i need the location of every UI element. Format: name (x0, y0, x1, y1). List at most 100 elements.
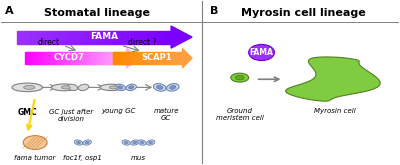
Bar (167, 52, 168, 64)
Polygon shape (126, 49, 140, 68)
Bar (86, 52, 87, 64)
Bar (80, 52, 82, 64)
Bar (158, 52, 159, 64)
Bar (154, 52, 155, 64)
Bar (24, 31, 25, 44)
Bar (132, 52, 133, 64)
Bar (133, 52, 134, 64)
Bar (56, 31, 58, 44)
Bar (95, 31, 96, 44)
Bar (166, 31, 168, 44)
Bar (178, 52, 179, 64)
Bar (68, 52, 69, 64)
Bar (164, 52, 165, 64)
Ellipse shape (100, 84, 123, 91)
Bar (100, 31, 101, 44)
Bar (54, 52, 55, 64)
Bar (36, 52, 38, 64)
Ellipse shape (133, 141, 137, 144)
Ellipse shape (78, 84, 89, 91)
Text: B: B (210, 6, 218, 16)
Bar (118, 31, 120, 44)
Bar (159, 31, 160, 44)
Bar (64, 52, 65, 64)
Text: GMC: GMC (17, 108, 37, 117)
Bar (52, 31, 53, 44)
Bar (17, 31, 19, 44)
Bar (26, 52, 27, 64)
Bar (157, 31, 159, 44)
Bar (150, 52, 151, 64)
Bar (149, 31, 151, 44)
Ellipse shape (122, 140, 130, 145)
Bar (162, 31, 163, 44)
Bar (66, 31, 67, 44)
Bar (114, 52, 115, 64)
Bar (80, 31, 81, 44)
Bar (94, 31, 95, 44)
Bar (63, 52, 64, 64)
Bar (28, 31, 30, 44)
Bar (110, 31, 112, 44)
Bar (143, 52, 144, 64)
Bar (31, 31, 33, 44)
Bar (115, 52, 116, 64)
Bar (146, 31, 148, 44)
Bar (40, 31, 42, 44)
Bar (45, 52, 46, 64)
Bar (53, 52, 54, 64)
Bar (38, 52, 40, 64)
Bar (140, 31, 142, 44)
Bar (85, 52, 86, 64)
Bar (118, 52, 119, 64)
Bar (26, 31, 28, 44)
Bar (92, 31, 94, 44)
Bar (47, 31, 48, 44)
Bar (59, 52, 60, 64)
Bar (59, 31, 61, 44)
Bar (92, 52, 93, 64)
Bar (48, 31, 50, 44)
Bar (156, 52, 157, 64)
Bar (30, 52, 31, 64)
Bar (122, 52, 124, 64)
Bar (112, 52, 113, 64)
Bar (162, 52, 163, 64)
Bar (43, 52, 44, 64)
Bar (61, 52, 62, 64)
Bar (82, 52, 84, 64)
Bar (33, 31, 34, 44)
Ellipse shape (83, 140, 91, 145)
Bar (131, 31, 132, 44)
Bar (87, 52, 88, 64)
Bar (151, 31, 152, 44)
Bar (90, 31, 92, 44)
Bar (136, 52, 137, 64)
Bar (84, 31, 86, 44)
Bar (155, 52, 156, 64)
Polygon shape (182, 49, 192, 68)
Bar (181, 52, 182, 64)
Bar (100, 52, 101, 64)
Bar (67, 52, 68, 64)
Bar (38, 31, 39, 44)
Bar (119, 52, 120, 64)
Bar (40, 52, 42, 64)
Bar (118, 52, 120, 64)
Ellipse shape (235, 75, 244, 80)
Text: FAMA: FAMA (250, 48, 274, 57)
Bar (42, 52, 43, 64)
Ellipse shape (115, 84, 126, 91)
Bar (99, 52, 100, 64)
Bar (39, 31, 40, 44)
Bar (70, 52, 71, 64)
Bar (170, 31, 171, 44)
Bar (116, 52, 117, 64)
Bar (173, 52, 174, 64)
Bar (62, 31, 64, 44)
Bar (120, 52, 121, 64)
Bar (108, 52, 109, 64)
Bar (36, 31, 38, 44)
Ellipse shape (12, 83, 42, 92)
Bar (121, 52, 122, 64)
